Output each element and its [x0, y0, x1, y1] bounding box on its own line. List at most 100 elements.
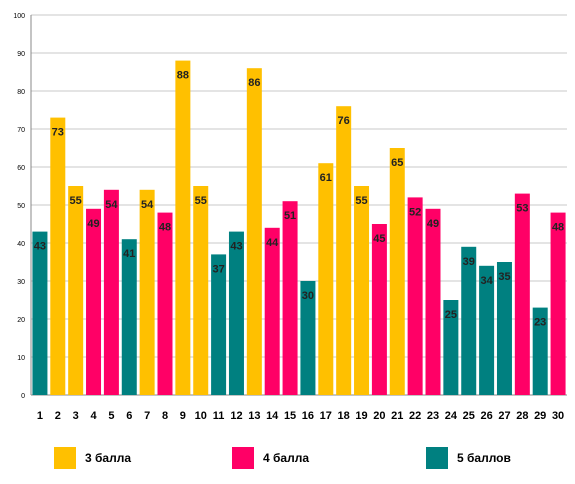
bar: [514, 193, 530, 395]
legend-label-grade5: 5 баллов: [457, 451, 511, 465]
bar: [121, 239, 137, 395]
y-tick-label: 30: [17, 279, 25, 286]
bar: [550, 212, 566, 395]
data-label: 53: [516, 203, 528, 215]
bar: [246, 68, 262, 395]
data-label: 76: [338, 115, 350, 127]
bar: [157, 212, 173, 395]
data-label: 54: [105, 199, 118, 211]
bar: [318, 163, 334, 395]
y-tick-label: 90: [17, 51, 25, 58]
x-tick-label: 10: [195, 410, 207, 422]
x-tick-label: 9: [180, 410, 186, 422]
x-tick-label: 23: [427, 410, 439, 422]
bar: [68, 186, 84, 395]
x-tick-label: 25: [463, 410, 475, 422]
bar: [193, 186, 209, 395]
data-label: 55: [70, 195, 82, 207]
x-tick-label: 22: [409, 410, 421, 422]
bar: [371, 224, 387, 395]
bar: [407, 197, 423, 395]
legend-item-grade5: 5 баллов: [426, 446, 511, 470]
data-label: 45: [373, 233, 385, 245]
data-label: 73: [52, 127, 64, 139]
y-tick-label: 80: [17, 89, 25, 96]
data-label: 48: [552, 222, 564, 234]
x-tick-label: 17: [320, 410, 332, 422]
x-tick-label: 20: [373, 410, 385, 422]
legend-item-grade3: 3 балла: [54, 446, 131, 470]
bar: [532, 307, 548, 395]
data-label: 54: [141, 199, 154, 211]
x-tick-label: 19: [355, 410, 367, 422]
bar: [336, 106, 352, 395]
x-tick-label: 14: [266, 410, 279, 422]
data-label: 37: [212, 263, 224, 275]
bar: [228, 231, 244, 395]
x-tick-label: 18: [338, 410, 350, 422]
bar: [50, 117, 66, 395]
x-tick-label: 6: [126, 410, 132, 422]
data-label: 55: [355, 195, 367, 207]
y-tick-label: 40: [17, 241, 25, 248]
data-label: 49: [87, 218, 99, 230]
x-tick-label: 29: [534, 410, 546, 422]
y-tick-label: 60: [17, 165, 25, 172]
x-tick-label: 5: [108, 410, 114, 422]
x-tick-label: 24: [445, 410, 458, 422]
x-tick-label: 7: [144, 410, 150, 422]
bar: [32, 231, 48, 395]
data-label: 41: [123, 248, 135, 260]
data-label: 43: [34, 241, 46, 253]
y-tick-label: 0: [21, 393, 25, 400]
x-tick-label: 11: [213, 410, 225, 422]
x-tick-label: 13: [248, 410, 260, 422]
x-tick-label: 21: [391, 410, 403, 422]
x-tick-label: 12: [230, 410, 242, 422]
x-tick-label: 26: [480, 410, 492, 422]
bar: [211, 254, 227, 395]
bar: [443, 300, 459, 395]
y-tick-label: 70: [17, 127, 25, 134]
bar: [139, 189, 155, 395]
legend-label-grade4: 4 балла: [263, 451, 310, 465]
y-tick-label: 100: [13, 13, 25, 20]
data-label: 65: [391, 157, 403, 169]
data-label: 35: [498, 271, 510, 283]
x-tick-label: 15: [284, 410, 296, 422]
data-label: 55: [195, 195, 207, 207]
data-label: 44: [266, 237, 279, 249]
x-tick-label: 1: [37, 410, 43, 422]
data-label: 48: [159, 222, 171, 234]
legend-item-grade4: 4 балла: [232, 446, 309, 470]
data-label: 23: [534, 317, 546, 329]
data-label: 43: [230, 241, 242, 253]
data-label: 39: [463, 256, 475, 268]
bar: [479, 265, 495, 395]
data-label: 34: [480, 275, 493, 287]
data-label: 51: [284, 210, 296, 222]
y-tick-label: 20: [17, 317, 25, 324]
x-tick-label: 2: [55, 410, 61, 422]
bar: [175, 60, 191, 395]
x-tick-label: 8: [162, 410, 168, 422]
data-label: 61: [320, 172, 332, 184]
bar: [264, 227, 280, 395]
data-label: 88: [177, 70, 189, 82]
y-tick-label: 50: [17, 203, 25, 210]
data-label: 25: [445, 309, 457, 321]
x-tick-label: 28: [516, 410, 528, 422]
bar: [103, 189, 119, 395]
bar: [282, 201, 298, 395]
bar: [425, 208, 441, 395]
data-label: 49: [427, 218, 439, 230]
bar: [86, 208, 102, 395]
data-label: 86: [248, 77, 260, 89]
data-label: 30: [302, 290, 314, 302]
legend-swatch-grade5: [426, 447, 448, 469]
data-label: 52: [409, 206, 421, 218]
legend-swatch-grade3: [54, 447, 76, 469]
legend-swatch-grade4: [232, 447, 254, 469]
bar: [461, 246, 477, 395]
